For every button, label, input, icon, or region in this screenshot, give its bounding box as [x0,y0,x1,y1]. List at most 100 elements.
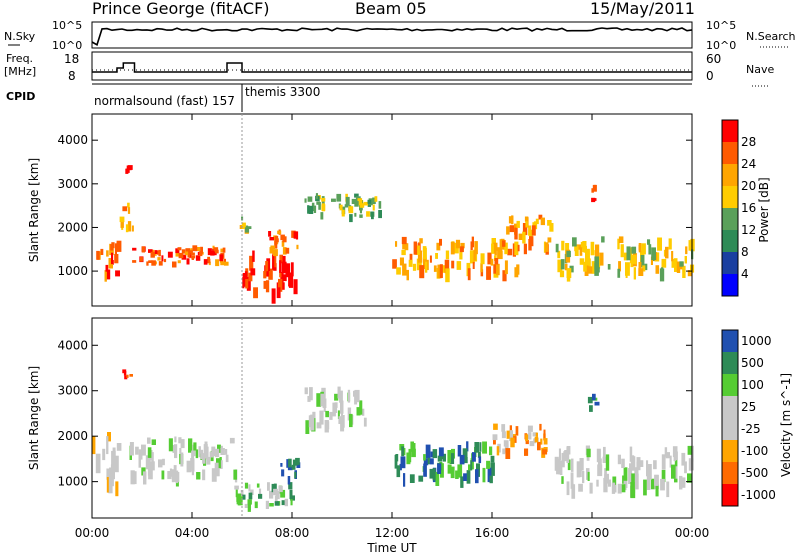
scatter-cell [307,205,310,214]
scatter-cell [270,245,276,249]
scatter-cell [315,193,318,200]
scatter-cell [105,264,109,272]
scatter-cell [285,247,290,254]
scatter-cell [273,249,278,257]
scatter-cell [688,240,691,251]
scatter-cell [200,246,203,254]
scatter-cell [473,249,476,261]
scatter-cell [399,257,404,266]
scatter-cell [181,249,186,254]
scatter-cell [604,468,607,482]
scatter-cell [561,270,565,278]
scatter-cell [447,464,452,474]
scatter-cell [514,241,519,256]
scatter-cell [457,445,462,457]
velocity-colorbar-frame [721,329,739,507]
scatter-cell [557,250,561,259]
scatter-cell [307,395,311,402]
scatter-cell [671,251,674,262]
scatter-cell [269,490,274,499]
velocity-colorbar: 1000 500 100 25 -25 -100 -500 -1000 [721,329,776,507]
scatter-cell [281,500,287,506]
y-tick-label: 3000 [57,384,88,398]
scatter-cell [466,441,469,452]
scatter-cell [263,271,267,279]
scatter-cell [404,243,409,251]
scatter-cell [632,247,635,254]
scatter-cell [337,386,341,399]
scatter-cell [127,207,131,214]
scatter-cell [591,261,596,274]
scatter-cell [219,460,223,469]
scatter-cell [566,447,570,463]
scatter-cell [289,492,292,500]
scatter-cell [576,244,582,250]
scatter-cell [316,422,322,429]
scatter-cell [594,401,600,406]
scatter-cell [486,266,491,280]
scatter-cell [331,198,336,202]
power-scatter-cells [96,165,695,304]
scatter-cell [587,266,593,274]
scatter-cell [249,255,254,271]
scatter-cell [399,463,402,471]
scatter-cell [187,252,190,258]
scatter-cell [287,466,293,471]
scatter-cell [188,252,192,258]
scatter-cell [617,238,620,250]
scatter-cell [220,261,226,266]
scatter-cell [269,237,275,241]
scatter-cell [450,241,455,255]
scatter-cell [651,247,656,260]
scatter-cell [475,469,479,484]
freq-tick-bottom: 8 [68,69,76,83]
scatter-cell [643,479,647,496]
scatter-cell [646,460,649,477]
velocity-colorbar-swatch [722,418,738,440]
scatter-cell [115,481,119,497]
scatter-cell [344,204,348,208]
scatter-cell [480,263,483,273]
scatter-cell [321,203,325,212]
scatter-cell [525,439,529,445]
scatter-cell [406,452,411,465]
scatter-cell [161,470,165,480]
scatter-cell [286,459,290,468]
scatter-cell [292,459,298,466]
scatter-cell [439,264,443,278]
scatter-cell [570,472,574,489]
scatter-cell [107,432,111,442]
scatter-cell [223,258,226,264]
scatter-cell [207,258,211,264]
scatter-cell [583,261,587,272]
scatter-cell [304,387,308,395]
scatter-cell [650,256,653,265]
scatter-cell [665,246,669,259]
scatter-cell [150,461,155,471]
velocity-colorbar-swatch [722,396,738,418]
scatter-cell [241,222,246,229]
scatter-cell [180,439,185,449]
y-tick-label: 4000 [57,133,88,147]
scatter-cell [436,242,441,251]
scatter-cell [494,247,497,256]
scatter-cell [540,217,545,226]
scatter-cell [408,259,413,267]
scatter-cell [244,227,250,233]
velocity-colorbar-tick: -25 [741,422,761,436]
velocity-colorbar-tick: 500 [741,356,764,370]
scatter-cell [354,193,359,198]
scatter-cell [641,243,646,255]
scatter-cell [235,489,238,498]
scatter-cell [525,434,528,442]
y-tick-label: 2000 [57,220,88,234]
scatter-cell [174,444,178,459]
scatter-cell [596,479,599,487]
scatter-cell [224,261,229,266]
scatter-cell [127,202,130,208]
velocity-colorbar-label: Velocity [m s^-1] [779,373,793,477]
scatter-cell [127,221,132,232]
scatter-cell [587,396,593,404]
scatter-cell [174,472,180,482]
